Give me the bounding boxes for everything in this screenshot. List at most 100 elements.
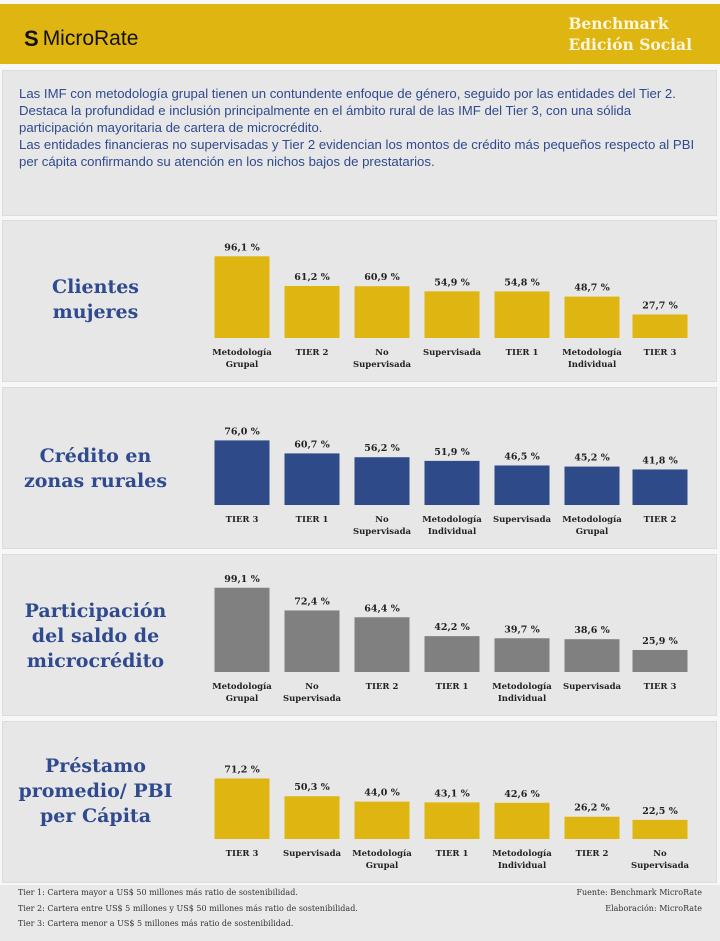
bar — [354, 286, 410, 338]
bar — [564, 466, 620, 505]
source-note: Fuente: Benchmark MicroRate — [576, 888, 702, 897]
bar-chart: 76,0 % TIER 3 60,7 % TIER 1 56,2 % No Supervis… — [214, 426, 688, 537]
microrate-logo-icon: S — [24, 26, 39, 51]
data-label: 54,8 % — [504, 277, 539, 288]
category-label: TIER 1 — [506, 348, 539, 358]
bar — [494, 291, 550, 338]
data-label: 44,0 % — [364, 788, 399, 799]
category-label: Grupal — [226, 360, 259, 370]
category-label: Metodología — [352, 848, 412, 859]
data-label: 54,9 % — [434, 277, 469, 288]
category-label: TIER 1 — [296, 515, 329, 525]
data-label: 76,0 % — [224, 426, 259, 437]
category-label: Supervisada — [283, 849, 342, 859]
bar — [284, 453, 340, 505]
category-label: Supervisada — [631, 861, 690, 871]
category-label: Metodología — [562, 347, 622, 358]
chart-panel-participacion-microcredito: Participación del saldo de microcrédito … — [2, 554, 717, 716]
category-label: TIER 1 — [436, 682, 469, 692]
category-label: TIER 3 — [226, 849, 259, 859]
data-label: 64,4 % — [364, 603, 399, 614]
chart-panel-clientes-mujeres: Clientes mujeres 96,1 % Metodología Grupal… — [2, 220, 717, 382]
chart-title-line: promedio/ PBI — [18, 780, 173, 802]
data-label: 48,7 % — [574, 283, 609, 294]
summary-paragraph-2: Destaca la profundidad e inclusión princ… — [19, 103, 632, 135]
category-label: Individual — [428, 527, 477, 537]
chart-title-line: Clientes — [51, 276, 140, 298]
data-label: 45,2 % — [574, 453, 609, 464]
data-label: 43,1 % — [434, 788, 469, 799]
bar — [424, 802, 480, 839]
chart-title-line: zonas rurales — [23, 470, 168, 492]
data-label: 60,9 % — [364, 272, 399, 283]
tier-1-note: Tier 1: Cartera mayor a US$ 50 millones … — [18, 888, 298, 897]
elaboration-note: Elaboración: MicroRate — [605, 904, 702, 913]
category-label: Metodología — [422, 514, 482, 525]
chart-title-line: per Cápita — [39, 805, 152, 827]
bar — [632, 314, 688, 338]
header-band: S MicroRate Benchmark Edición Social — [0, 4, 720, 64]
chart-title: Crédito en zonas rurales — [3, 444, 188, 494]
category-label: TIER 2 — [644, 515, 677, 525]
badge-line-2: Edición Social — [568, 35, 692, 54]
bar — [214, 587, 270, 672]
bar — [632, 469, 688, 505]
data-label: 27,7 % — [642, 300, 677, 311]
category-label: Grupal — [366, 861, 399, 871]
bar — [424, 291, 480, 338]
chart-title-line: del saldo de — [31, 625, 160, 647]
data-label: 26,2 % — [574, 803, 609, 814]
chart-title-line: Préstamo — [45, 755, 146, 777]
footer: Tier 1: Cartera mayor a US$ 50 millones … — [0, 885, 720, 941]
bar — [214, 256, 270, 338]
data-label: 46,5 % — [504, 451, 539, 462]
chart-title: Participación del saldo de microcrédito — [3, 599, 188, 674]
bar — [632, 649, 688, 672]
summary-panel: Las IMF con metodología grupal tienen un… — [2, 70, 717, 216]
chart-title-line: microcrédito — [26, 650, 165, 672]
bar-chart: 96,1 % Metodología Grupal 61,2 % TIER 2 60,9 … — [212, 242, 688, 370]
data-label: 72,4 % — [294, 596, 329, 607]
bar-chart: 71,2 % TIER 3 50,3 % Supervisada 44,0 % Metod… — [214, 764, 690, 871]
bar — [494, 465, 550, 505]
chart-title: Clientes mujeres — [3, 275, 188, 325]
data-label: 61,2 % — [294, 272, 329, 283]
data-label: 42,2 % — [434, 622, 469, 633]
microrate-logo: S MicroRate — [24, 26, 138, 52]
data-label: 42,6 % — [504, 789, 539, 800]
category-label: Metodología — [492, 681, 552, 692]
tier-2-note: Tier 2: Cartera entre US$ 5 millones y U… — [18, 904, 358, 913]
chart-title: Préstamo promedio/ PBI per Cápita — [3, 754, 188, 829]
bar — [424, 460, 480, 505]
data-label: 50,3 % — [294, 782, 329, 793]
bar — [564, 296, 620, 338]
category-label: Individual — [498, 861, 547, 871]
category-label: Supervisada — [283, 694, 342, 704]
data-label: 99,1 % — [224, 574, 259, 585]
category-label: TIER 3 — [644, 682, 677, 692]
category-label: Individual — [498, 694, 547, 704]
category-label: Metodología — [212, 347, 272, 358]
chart-panel-prestamo-pbi: Préstamo promedio/ PBI per Cápita 71,2 %… — [2, 721, 717, 883]
chart-panel-credito-rural: Crédito en zonas rurales 76,0 % TIER 3 60,… — [2, 387, 717, 549]
bar — [494, 802, 550, 839]
data-label: 71,2 % — [224, 764, 259, 775]
chart-title-line: Participación — [24, 600, 167, 622]
category-label: Supervisada — [353, 360, 412, 370]
data-label: 22,5 % — [642, 806, 677, 817]
tier-3-note: Tier 3: Cartera menor a US$ 5 millones m… — [18, 919, 294, 928]
bar — [564, 639, 620, 672]
data-label: 96,1 % — [224, 242, 259, 253]
bar — [424, 636, 480, 672]
bar — [354, 801, 410, 839]
category-label: No — [305, 682, 319, 692]
category-label: No — [653, 849, 667, 859]
category-label: TIER 2 — [296, 348, 329, 358]
data-label: 56,2 % — [364, 443, 399, 454]
badge-line-1: Benchmark — [568, 14, 669, 33]
category-label: TIER 1 — [436, 849, 469, 859]
category-label: Supervisada — [493, 515, 552, 525]
bar — [632, 819, 688, 839]
category-label: TIER 2 — [366, 682, 399, 692]
benchmark-badge: Benchmark Edición Social — [568, 13, 692, 55]
